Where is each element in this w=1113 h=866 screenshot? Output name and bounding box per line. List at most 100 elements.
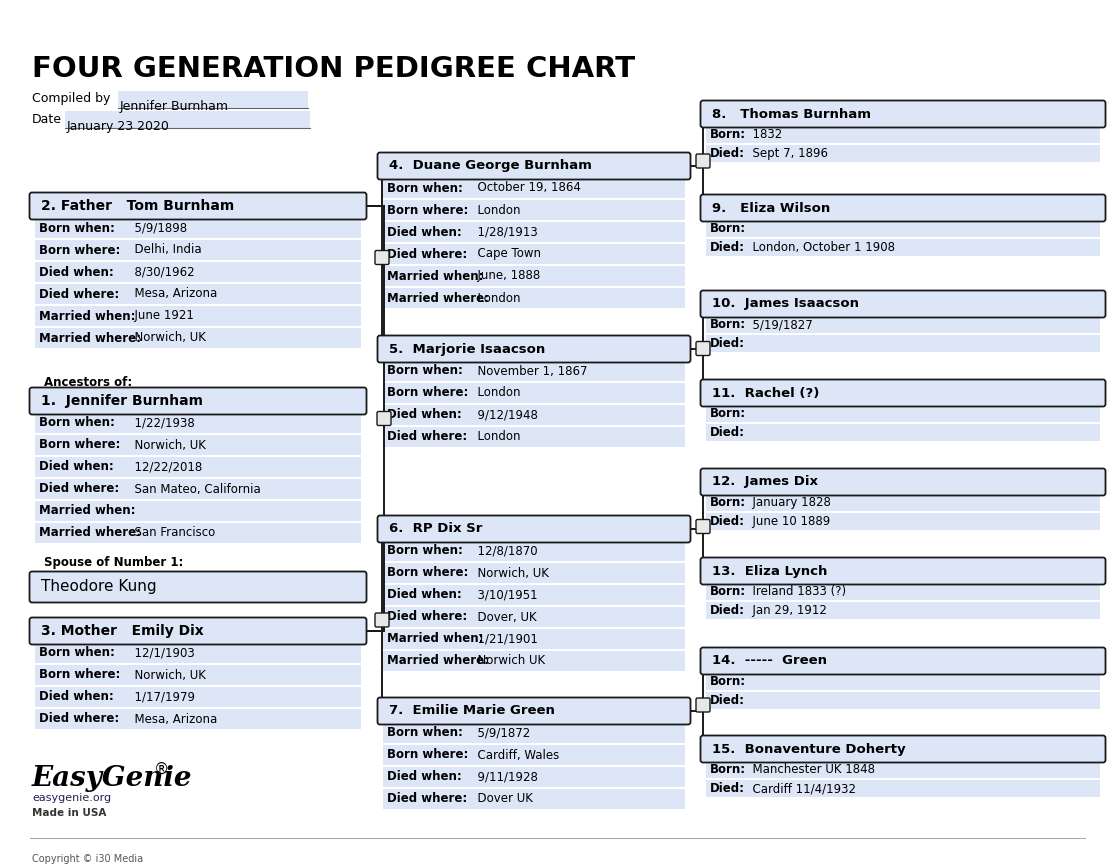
Text: Made in USA: Made in USA [32, 808, 107, 818]
FancyBboxPatch shape [383, 607, 684, 627]
Text: Theodore Kung: Theodore Kung [41, 579, 157, 594]
Text: Died where:: Died where: [39, 713, 119, 726]
FancyBboxPatch shape [375, 250, 390, 264]
FancyBboxPatch shape [706, 316, 1100, 333]
Text: Born where:: Born where: [387, 204, 469, 216]
Text: 6.  RP Dix Sr: 6. RP Dix Sr [390, 522, 482, 535]
Text: easygenie.org: easygenie.org [32, 793, 111, 803]
FancyBboxPatch shape [35, 284, 361, 304]
Text: Ancestors of:: Ancestors of: [45, 376, 132, 389]
Text: 1/21/1901: 1/21/1901 [470, 632, 538, 645]
Text: Born when:: Born when: [387, 545, 463, 558]
Text: 11.  Rachel (?): 11. Rachel (?) [712, 386, 819, 399]
FancyBboxPatch shape [706, 126, 1100, 143]
FancyBboxPatch shape [35, 479, 361, 499]
FancyBboxPatch shape [383, 178, 684, 198]
FancyBboxPatch shape [383, 361, 684, 381]
Text: London, October 1 1908: London, October 1 1908 [745, 241, 895, 254]
FancyBboxPatch shape [700, 735, 1105, 762]
Text: 5/9/1872: 5/9/1872 [470, 727, 530, 740]
Text: Dover, UK: Dover, UK [470, 611, 536, 624]
Text: Born:: Born: [710, 407, 746, 420]
Text: Died where:: Died where: [39, 288, 119, 301]
FancyBboxPatch shape [706, 239, 1100, 256]
Text: Norwich, UK: Norwich, UK [127, 332, 206, 345]
Text: Died:: Died: [710, 604, 745, 617]
Text: 12/22/2018: 12/22/2018 [127, 461, 203, 474]
FancyBboxPatch shape [30, 572, 366, 603]
Text: Born:: Born: [710, 585, 746, 598]
Text: Cardiff, Wales: Cardiff, Wales [470, 748, 559, 761]
Text: 7.  Emilie Marie Green: 7. Emilie Marie Green [390, 705, 555, 718]
Text: 1.  Jennifer Burnham: 1. Jennifer Burnham [41, 394, 203, 408]
Text: San Mateo, California: San Mateo, California [127, 482, 260, 495]
Text: Born when:: Born when: [39, 417, 115, 430]
Text: Born when:: Born when: [387, 365, 463, 378]
Text: October 19, 1864: October 19, 1864 [470, 182, 581, 195]
FancyBboxPatch shape [700, 100, 1105, 127]
Text: 12/8/1870: 12/8/1870 [470, 545, 538, 558]
Text: 1/17/1979: 1/17/1979 [127, 690, 195, 703]
FancyBboxPatch shape [35, 435, 361, 455]
Text: Born:: Born: [710, 222, 746, 235]
FancyBboxPatch shape [35, 665, 361, 685]
FancyBboxPatch shape [35, 709, 361, 729]
Text: Norwich, UK: Norwich, UK [127, 669, 206, 682]
Text: Sept 7, 1896: Sept 7, 1896 [745, 147, 828, 160]
Text: FOUR GENERATION PEDIGREE CHART: FOUR GENERATION PEDIGREE CHART [32, 55, 636, 83]
FancyBboxPatch shape [700, 379, 1105, 406]
FancyBboxPatch shape [700, 290, 1105, 318]
Text: Born:: Born: [710, 675, 746, 688]
Text: Died:: Died: [710, 782, 745, 795]
Text: Ireland 1833 (?): Ireland 1833 (?) [745, 585, 846, 598]
Text: Married when:: Married when: [39, 505, 136, 518]
FancyBboxPatch shape [383, 383, 684, 403]
FancyBboxPatch shape [706, 220, 1100, 237]
FancyBboxPatch shape [383, 222, 684, 242]
FancyBboxPatch shape [383, 541, 684, 561]
FancyBboxPatch shape [35, 687, 361, 707]
Text: Born:: Born: [710, 763, 746, 776]
Text: London: London [470, 204, 521, 216]
Text: Born where:: Born where: [39, 438, 120, 451]
Text: Died when:: Died when: [387, 771, 462, 784]
FancyBboxPatch shape [383, 651, 684, 671]
Text: 9.   Eliza Wilson: 9. Eliza Wilson [712, 202, 830, 215]
FancyBboxPatch shape [696, 154, 710, 168]
Text: 2. Father   Tom Burnham: 2. Father Tom Burnham [41, 199, 234, 213]
Text: Died:: Died: [710, 694, 745, 707]
Text: Died when:: Died when: [39, 266, 114, 279]
FancyBboxPatch shape [383, 288, 684, 308]
Text: Died where:: Died where: [387, 248, 467, 261]
Text: 8/30/1962: 8/30/1962 [127, 266, 195, 279]
FancyBboxPatch shape [35, 306, 361, 326]
Text: EasyGenie: EasyGenie [32, 765, 193, 792]
Text: 8.   Thomas Burnham: 8. Thomas Burnham [712, 107, 871, 120]
FancyBboxPatch shape [706, 424, 1100, 441]
Text: Manchester UK 1848: Manchester UK 1848 [745, 763, 875, 776]
FancyBboxPatch shape [35, 643, 361, 663]
Text: January 23 2020: January 23 2020 [67, 120, 170, 133]
FancyBboxPatch shape [377, 152, 690, 179]
Text: June 1921: June 1921 [127, 309, 194, 322]
Text: Born:: Born: [710, 318, 746, 331]
Text: 13.  Eliza Lynch: 13. Eliza Lynch [712, 565, 827, 578]
Text: Died where:: Died where: [387, 611, 467, 624]
Text: Born when:: Born when: [387, 182, 463, 195]
FancyBboxPatch shape [383, 563, 684, 583]
Text: 3. Mother   Emily Dix: 3. Mother Emily Dix [41, 624, 204, 638]
Text: 3/10/1951: 3/10/1951 [470, 589, 538, 602]
FancyBboxPatch shape [30, 192, 366, 219]
Text: Married when:: Married when: [387, 269, 483, 282]
Text: Born when:: Born when: [387, 727, 463, 740]
FancyBboxPatch shape [383, 723, 684, 743]
FancyBboxPatch shape [706, 335, 1100, 352]
FancyBboxPatch shape [383, 427, 684, 447]
FancyBboxPatch shape [35, 262, 361, 282]
Text: Died where:: Died where: [387, 430, 467, 443]
Text: Born where:: Born where: [387, 748, 469, 761]
FancyBboxPatch shape [377, 335, 690, 363]
Text: Died when:: Died when: [39, 690, 114, 703]
FancyBboxPatch shape [118, 91, 308, 108]
Text: Compiled by: Compiled by [32, 92, 110, 105]
